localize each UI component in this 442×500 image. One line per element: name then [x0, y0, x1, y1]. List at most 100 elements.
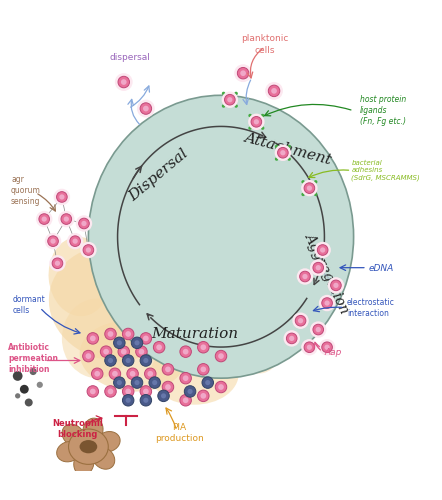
Text: eDNA: eDNA: [369, 264, 394, 273]
Circle shape: [122, 386, 134, 397]
Circle shape: [205, 380, 210, 385]
Ellipse shape: [80, 440, 97, 454]
Circle shape: [225, 94, 235, 105]
Circle shape: [237, 68, 249, 79]
Text: Neutrophil
blocking: Neutrophil blocking: [52, 419, 103, 439]
Circle shape: [251, 116, 262, 127]
Circle shape: [140, 103, 152, 115]
Circle shape: [76, 216, 92, 232]
Circle shape: [90, 388, 95, 394]
Circle shape: [140, 355, 152, 366]
Ellipse shape: [83, 418, 103, 442]
Circle shape: [20, 385, 29, 394]
Circle shape: [201, 393, 206, 398]
Circle shape: [153, 342, 165, 353]
Circle shape: [126, 358, 131, 363]
Circle shape: [105, 386, 116, 397]
Circle shape: [292, 312, 309, 329]
Circle shape: [301, 192, 305, 196]
Circle shape: [139, 349, 144, 354]
Circle shape: [130, 371, 135, 376]
Circle shape: [140, 394, 152, 406]
Ellipse shape: [49, 246, 181, 361]
Circle shape: [105, 355, 116, 366]
Circle shape: [143, 358, 149, 363]
Circle shape: [117, 340, 122, 345]
Ellipse shape: [74, 451, 94, 475]
Circle shape: [45, 233, 61, 250]
Circle shape: [122, 355, 134, 366]
Text: bacterial
adhesins
(SdrG, MSCRAMMS): bacterial adhesins (SdrG, MSCRAMMS): [351, 160, 420, 181]
Circle shape: [61, 214, 72, 224]
Circle shape: [316, 265, 321, 270]
Circle shape: [67, 233, 84, 250]
Ellipse shape: [62, 424, 84, 446]
Circle shape: [280, 150, 286, 156]
Circle shape: [149, 377, 160, 388]
Circle shape: [313, 324, 324, 335]
Circle shape: [107, 331, 113, 337]
Circle shape: [268, 85, 280, 96]
Circle shape: [227, 97, 232, 102]
Circle shape: [115, 73, 133, 91]
Circle shape: [222, 92, 225, 95]
Circle shape: [298, 318, 303, 324]
Circle shape: [331, 280, 341, 290]
Text: PIA
production: PIA production: [155, 424, 203, 444]
Circle shape: [183, 349, 188, 354]
Circle shape: [304, 183, 315, 194]
Ellipse shape: [69, 429, 108, 464]
Circle shape: [286, 333, 297, 344]
Circle shape: [50, 238, 56, 244]
Text: Attachment: Attachment: [242, 130, 332, 166]
Circle shape: [87, 386, 99, 397]
Circle shape: [301, 180, 305, 184]
Circle shape: [222, 104, 225, 108]
Circle shape: [301, 339, 318, 355]
Circle shape: [254, 119, 259, 124]
Circle shape: [100, 346, 112, 358]
Circle shape: [36, 211, 53, 228]
Circle shape: [156, 344, 162, 350]
Text: dispersal: dispersal: [110, 53, 151, 62]
Circle shape: [307, 344, 312, 350]
Ellipse shape: [92, 447, 115, 469]
Ellipse shape: [229, 304, 283, 374]
Circle shape: [86, 248, 91, 252]
Circle shape: [72, 238, 78, 244]
Circle shape: [218, 384, 224, 390]
Circle shape: [162, 382, 174, 393]
Circle shape: [278, 148, 288, 158]
Circle shape: [261, 114, 264, 117]
Circle shape: [187, 389, 193, 394]
Circle shape: [289, 336, 294, 341]
Circle shape: [310, 260, 327, 276]
Circle shape: [287, 144, 291, 148]
Circle shape: [59, 194, 65, 200]
Circle shape: [143, 336, 149, 342]
Circle shape: [48, 236, 58, 246]
Circle shape: [319, 295, 335, 312]
Circle shape: [30, 368, 37, 375]
Circle shape: [271, 88, 277, 94]
Circle shape: [275, 157, 278, 161]
Circle shape: [118, 346, 130, 358]
Circle shape: [134, 340, 140, 345]
Circle shape: [319, 339, 335, 355]
Circle shape: [287, 157, 291, 161]
Circle shape: [53, 188, 70, 205]
Circle shape: [15, 393, 20, 398]
Circle shape: [122, 394, 134, 406]
Circle shape: [314, 242, 331, 258]
Circle shape: [131, 377, 143, 388]
Circle shape: [301, 180, 318, 196]
Circle shape: [314, 180, 317, 184]
Text: Dispersal: Dispersal: [127, 146, 191, 204]
Circle shape: [274, 144, 291, 161]
Circle shape: [13, 371, 23, 381]
Circle shape: [114, 377, 125, 388]
Text: Aggregation: Aggregation: [302, 230, 352, 314]
Ellipse shape: [150, 343, 239, 404]
Ellipse shape: [62, 298, 133, 378]
Text: agr
quorum
sensing: agr quorum sensing: [11, 174, 41, 206]
